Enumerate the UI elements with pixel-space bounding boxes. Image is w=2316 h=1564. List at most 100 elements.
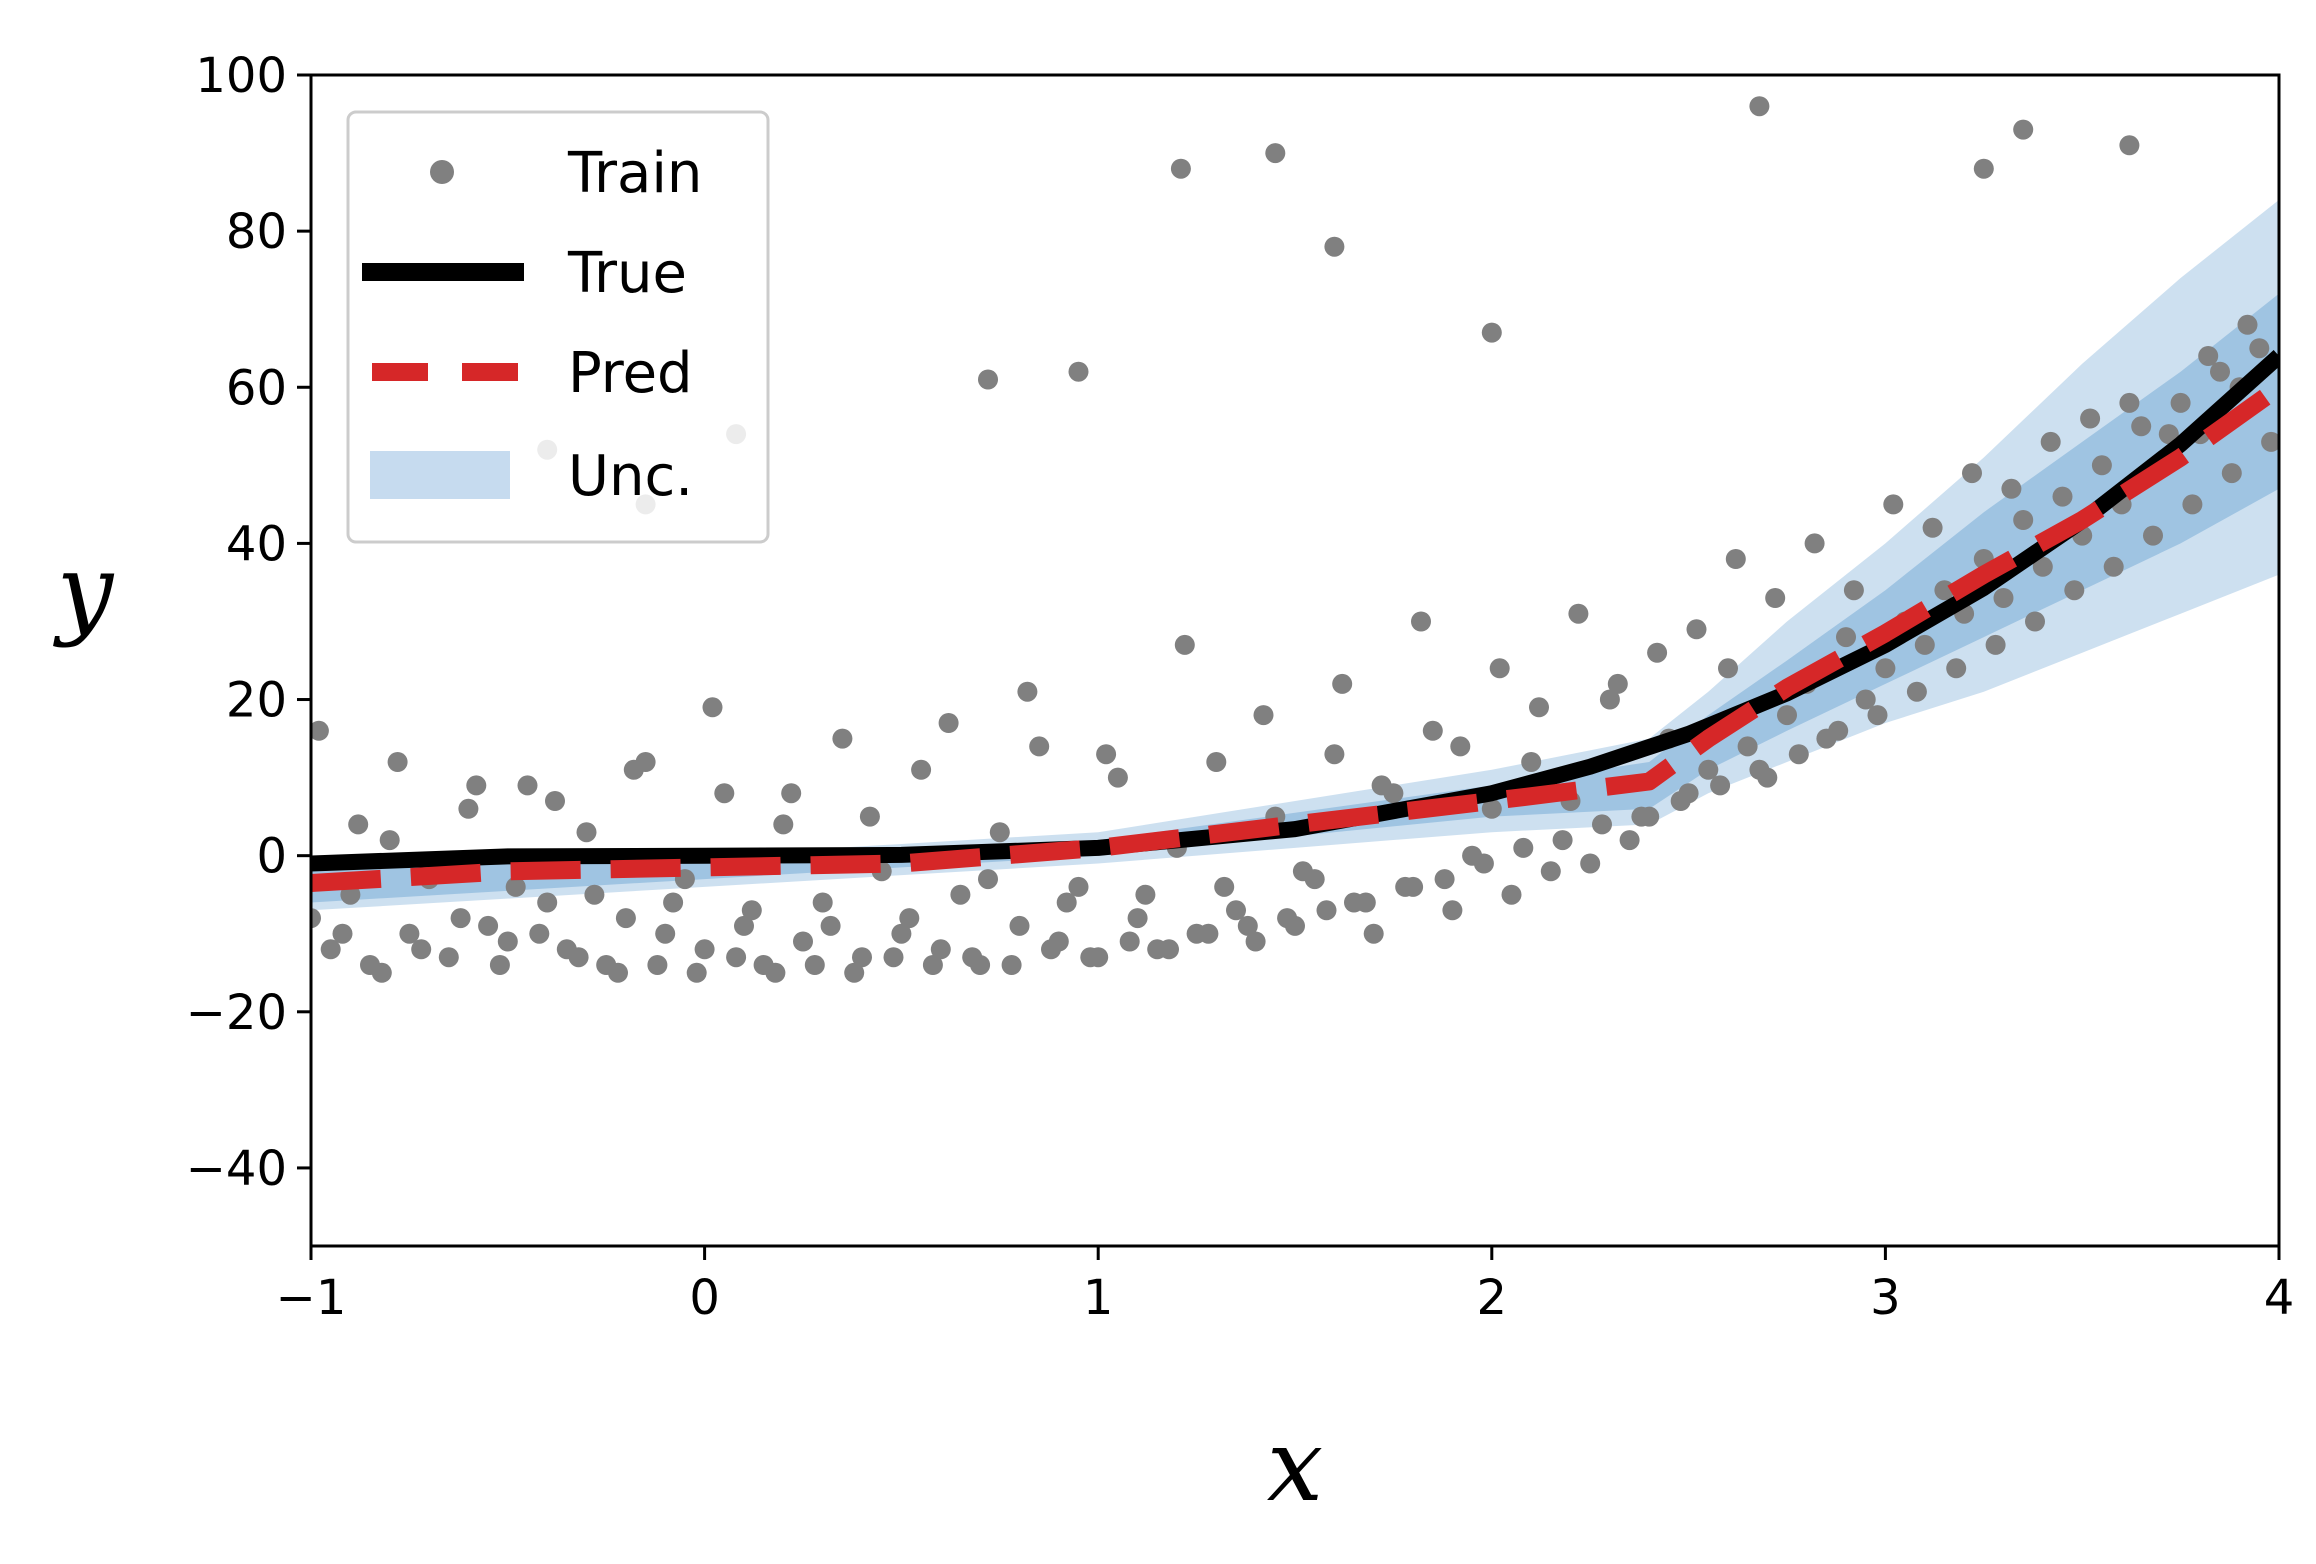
train-point [1985, 634, 2006, 655]
train-point [584, 884, 605, 905]
legend-swatch-unc [370, 451, 510, 499]
train-point [1973, 158, 1994, 179]
train-scatter [311, 96, 2279, 983]
train-point [608, 962, 628, 983]
train-point [663, 892, 684, 913]
train-point [2198, 346, 2219, 366]
train-point [2249, 338, 2270, 359]
train-point [1107, 767, 1128, 788]
train-point [1580, 853, 1601, 874]
train-point [2032, 556, 2053, 577]
y-tick-label: 60 [226, 360, 287, 416]
train-point [529, 923, 550, 944]
train-point [1041, 939, 1061, 960]
train-point [702, 697, 723, 718]
train-point [883, 947, 904, 968]
y-tick-label: 20 [226, 673, 287, 729]
train-point [2080, 408, 2101, 429]
train-point [1316, 900, 1337, 921]
train-point [1127, 908, 1148, 929]
train-point [1481, 322, 1502, 343]
train-point [2210, 361, 2230, 382]
train-point [1529, 697, 1549, 718]
train-point [458, 798, 479, 819]
train-point [1135, 884, 1156, 905]
train-point [1292, 861, 1313, 882]
legend-label-train: Train [567, 141, 702, 206]
train-point [930, 939, 951, 960]
train-point [1214, 876, 1235, 897]
train-point [852, 947, 872, 968]
train-point [1442, 900, 1463, 921]
legend-label-true: True [567, 241, 687, 306]
x-tick-label: 4 [2264, 1270, 2295, 1326]
train-point [989, 822, 1010, 843]
train-point [694, 939, 715, 960]
train-point [1607, 673, 1628, 694]
train-point [1159, 939, 1179, 960]
train-point [1096, 744, 1117, 765]
train-point [1552, 830, 1573, 851]
train-point [1332, 673, 1353, 694]
uncertainty-band-outer [311, 199, 2279, 911]
train-point [450, 908, 471, 929]
train-point [1749, 759, 1770, 780]
train-point [1725, 549, 1746, 569]
train-point [2025, 611, 2045, 632]
uncertainty-band-inner [311, 293, 2279, 903]
legend-box [346, 110, 770, 544]
train-point [1056, 892, 1077, 913]
train-point [647, 955, 668, 975]
train-point [568, 947, 589, 968]
train-point [2119, 392, 2140, 413]
train-point [1068, 361, 1089, 382]
train-point [1718, 658, 1738, 679]
y-tick-label: −20 [186, 985, 287, 1041]
x-axis-label: x [1267, 1407, 1323, 1524]
train-point [1411, 611, 1431, 632]
train-point [1836, 627, 1856, 648]
train-point [1962, 463, 1982, 484]
train-point [1501, 884, 1522, 905]
train-point [623, 759, 644, 780]
train-point [1828, 720, 1849, 741]
y-tick-label: 0 [256, 829, 287, 885]
train-point [1867, 705, 1888, 726]
train-point [411, 939, 432, 960]
train-point [1599, 689, 1620, 710]
train-point [781, 783, 802, 804]
train-point [371, 962, 392, 983]
legend-label-unc: Unc. [568, 444, 693, 509]
train-point [1265, 143, 1286, 164]
y-tick-label: 40 [226, 516, 287, 572]
y-tick-label: −40 [186, 1141, 287, 1197]
train-point [1698, 759, 1719, 780]
train-point [576, 822, 597, 843]
train-point [962, 947, 983, 968]
x-tick-label: 1 [1083, 1270, 1114, 1326]
train-point [1422, 720, 1443, 741]
train-point [1277, 908, 1298, 929]
train-point [922, 955, 943, 975]
legend-swatch-train [430, 160, 454, 184]
train-point [1946, 658, 1967, 679]
x-tick-label: 0 [689, 1270, 720, 1326]
train-point [820, 915, 841, 936]
train-point [1914, 634, 1935, 655]
train-point [1450, 736, 1471, 757]
train-point [1568, 603, 1589, 624]
train-point [1253, 705, 1274, 726]
train-point [938, 713, 959, 733]
train-point [379, 830, 400, 851]
train-point [1540, 861, 1561, 882]
y-axis-ticks: −40 −20 0 20 40 60 80 100 [186, 48, 311, 1197]
train-point [1198, 923, 1219, 944]
y-tick-label: 80 [226, 204, 287, 260]
train-point [545, 791, 565, 811]
train-point [2131, 416, 2152, 437]
train-point [1875, 658, 1896, 679]
train-point [1174, 634, 1195, 655]
pred-line [311, 379, 2279, 892]
train-point [2143, 525, 2163, 546]
